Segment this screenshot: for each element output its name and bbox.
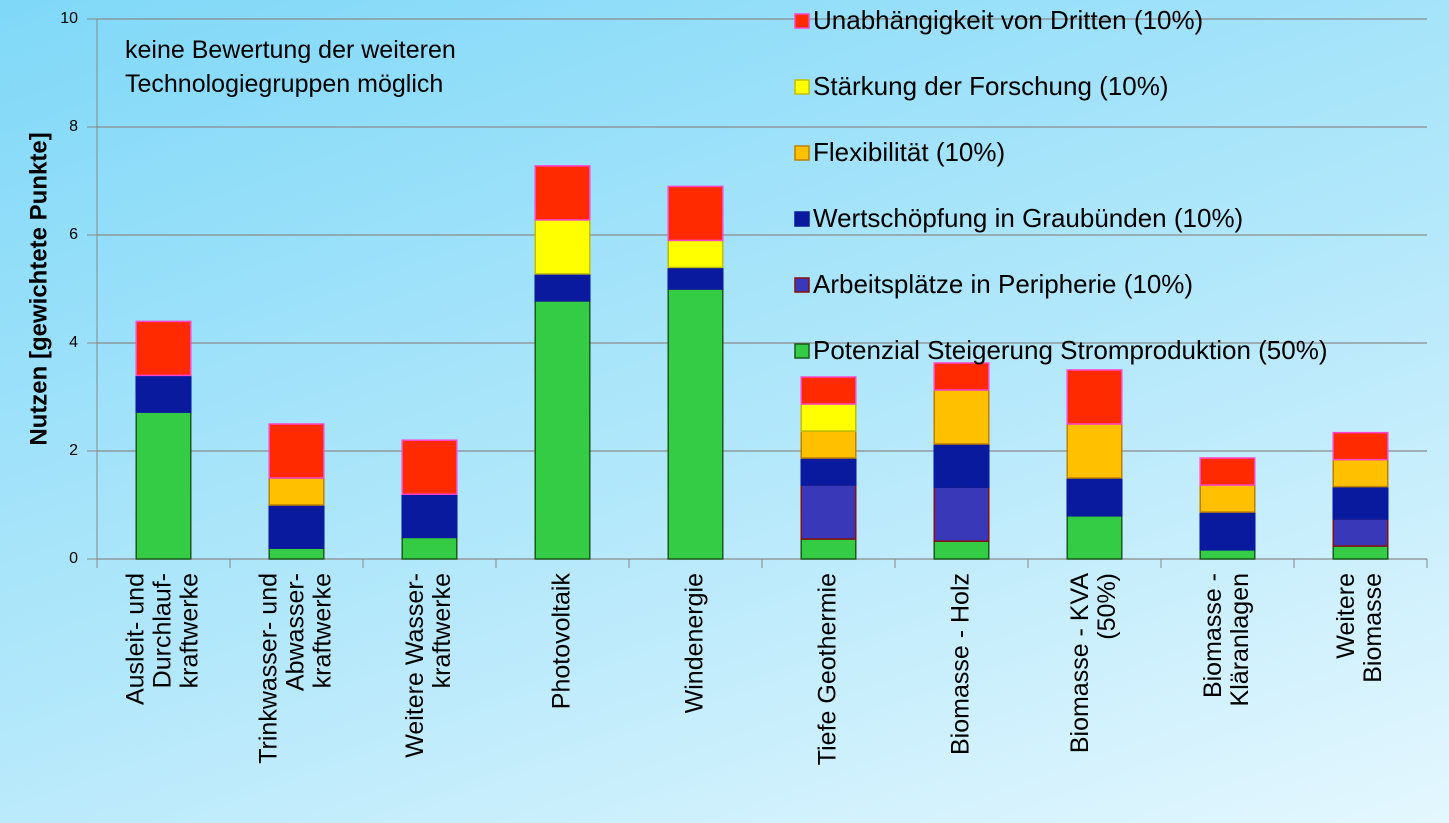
bar-segment <box>800 457 857 486</box>
x-tick-label: Tiefe Geothermie <box>813 573 841 765</box>
y-axis-label: Nutzen [gewichtete Punkte] <box>25 132 52 445</box>
bar-segment <box>401 493 458 539</box>
bar-segment <box>1199 511 1256 551</box>
bar-segment <box>667 185 724 242</box>
legend-swatch <box>794 145 810 161</box>
bar-segment <box>1066 423 1123 479</box>
bar-segment <box>268 423 325 479</box>
bar-segment <box>933 389 990 445</box>
bar-segment <box>933 362 990 391</box>
bar-segment <box>1332 545 1389 560</box>
bar-segment <box>667 266 724 290</box>
x-tick-label: Photovoltaik <box>547 573 575 710</box>
x-tick-label: Biomasse - Holz <box>946 573 974 755</box>
legend-swatch <box>794 13 810 29</box>
bar-segment <box>1066 515 1123 560</box>
bar-segment <box>534 219 591 275</box>
bar-segment <box>1332 431 1389 461</box>
annotation: keine Bewertung der weiteren Technologieg… <box>125 36 456 98</box>
bar-segment <box>1332 518 1389 547</box>
x-tick-label: Weitere Wasser-kraftwerke <box>401 573 456 758</box>
bar-segment <box>1199 457 1256 486</box>
bar-segment <box>933 443 990 488</box>
bar-segment <box>1066 369 1123 425</box>
legend-label: Unabhängigkeit von Dritten (10%) <box>813 5 1203 35</box>
x-tick-label: Ausleit- undDurchlauf-kraftwerke <box>121 573 203 705</box>
y-tick-label: 10 <box>60 10 78 27</box>
bar-segment <box>135 320 192 377</box>
bar-segment <box>800 538 857 560</box>
legend-label: Potenzial Steigerung Stromproduktion (50… <box>813 335 1328 365</box>
legend-swatch <box>794 211 810 227</box>
bar-segment <box>800 484 857 540</box>
x-tick-label: WeitereBiomasse <box>1332 573 1387 683</box>
bar-segment <box>800 376 857 405</box>
legend-label: Arbeitsplätze in Peripherie (10%) <box>813 269 1193 299</box>
bar-segment <box>401 439 458 495</box>
bar-segment <box>268 477 325 506</box>
bar-segment <box>667 239 724 269</box>
bar-segment <box>268 547 325 560</box>
bar-segment <box>534 273 591 302</box>
bar-segment <box>800 430 857 459</box>
y-tick-label: 6 <box>69 226 78 243</box>
bar-segment <box>401 536 458 560</box>
x-tick-label: Trinkwasser- undAbwasser-kraftwerke <box>254 573 336 764</box>
legend-swatch <box>794 343 810 359</box>
bar-segment <box>800 403 857 432</box>
y-tick-label: 8 <box>69 118 78 135</box>
bar-segment <box>933 486 990 542</box>
legend-label: Stärkung der Forschung (10%) <box>813 71 1169 101</box>
bar-segment <box>933 540 990 560</box>
legend-swatch <box>794 277 810 293</box>
bar-segment <box>534 300 591 560</box>
bar-segment <box>135 411 192 560</box>
legend-label: Flexibilität (10%) <box>813 137 1005 167</box>
legend-label: Wertschöpfung in Graubünden (10%) <box>813 203 1243 233</box>
y-tick-label: 2 <box>69 442 78 459</box>
x-tick-label: Biomasse -Kläranlagen <box>1199 573 1254 706</box>
bar-segment <box>1066 477 1123 517</box>
x-tick-label: Biomasse - KVA(50%) <box>1066 573 1121 753</box>
bar-segment <box>1332 485 1389 520</box>
bar-segment <box>534 165 591 221</box>
y-tick-label: 0 <box>69 550 78 567</box>
bar-segment <box>1199 484 1256 513</box>
bar-segment <box>135 374 192 413</box>
y-tick-label: 4 <box>69 334 78 351</box>
legend-swatch <box>794 79 810 95</box>
bar-segment <box>268 504 325 549</box>
x-tick-label: Windenergie <box>680 573 708 713</box>
bar-segment <box>667 288 724 560</box>
bar-segment <box>1332 458 1389 488</box>
bar-segment <box>1199 549 1256 560</box>
